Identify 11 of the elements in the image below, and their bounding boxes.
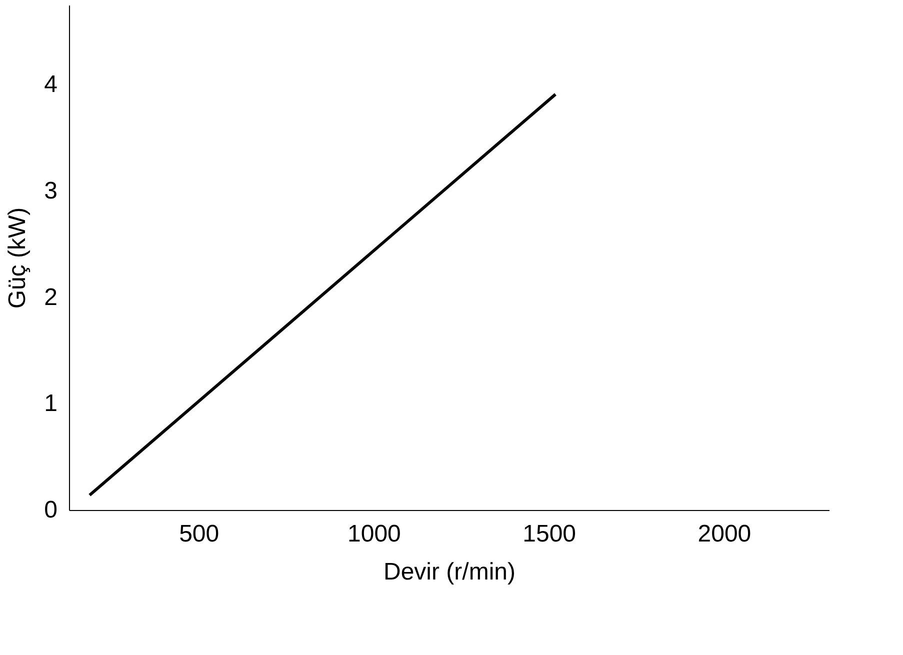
y-tick-label: 2	[44, 284, 58, 311]
x-tick-label: 2000	[698, 520, 752, 548]
y-tick-label: 4	[44, 71, 58, 98]
y-tick-label: 3	[44, 178, 58, 205]
y-axis-title: Güç (kW)	[4, 207, 32, 309]
x-tick-label: 1500	[522, 520, 576, 548]
x-axis-title: Devir (r/min)	[384, 558, 516, 586]
x-tick-label: 500	[179, 520, 220, 548]
y-tick-label: 0	[44, 496, 58, 524]
y-tick-label: 1	[44, 390, 58, 418]
x-tick-label: 1000	[348, 520, 401, 548]
